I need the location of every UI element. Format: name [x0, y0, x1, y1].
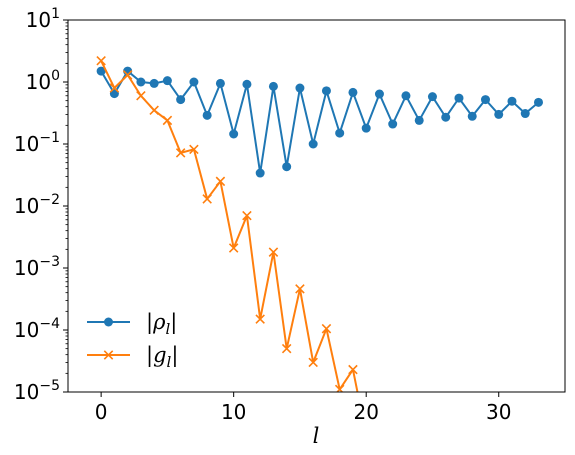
data-point [242, 210, 252, 221]
data-point [96, 66, 106, 76]
data-point [175, 148, 186, 158]
data-point [374, 89, 384, 99]
data-point [362, 431, 370, 439]
data-point [162, 76, 172, 86]
y-tick-label: 10−4 [14, 316, 60, 342]
data-point [308, 357, 318, 368]
data-point [215, 78, 225, 88]
legend: |ρl| |gl| [87, 310, 178, 371]
data-point [361, 123, 371, 133]
data-point [268, 247, 279, 257]
y-tick-label: 10−1 [14, 130, 60, 156]
x-tick-label: 0 [95, 400, 108, 424]
data-point [202, 110, 212, 120]
data-point [282, 162, 292, 172]
data-point [401, 91, 411, 101]
x-axis-label: l [313, 424, 320, 448]
data-point [255, 314, 265, 324]
data-point [467, 111, 477, 121]
y-tick-label: 101 [26, 6, 60, 32]
data-point [335, 128, 345, 138]
plot-frame [67, 19, 566, 393]
legend-marker [103, 350, 114, 360]
data-point [189, 144, 199, 155]
data-point [229, 129, 239, 139]
data-point [295, 284, 305, 294]
data-point [162, 115, 173, 126]
series-0 [96, 66, 543, 178]
data-point [348, 364, 358, 375]
data-point [149, 78, 159, 88]
series-1 [96, 56, 370, 439]
data-point [149, 105, 159, 116]
y-tick-label: 10−5 [14, 378, 60, 404]
data-point [507, 96, 517, 106]
y-tick-label: 10−3 [14, 254, 60, 280]
data-point [494, 109, 504, 119]
data-point [109, 83, 120, 93]
data-point [454, 93, 464, 103]
x-tick-label: 20 [353, 400, 378, 424]
data-point [334, 384, 345, 392]
legend-item-0: |ρl| [87, 310, 177, 338]
data-point [202, 194, 212, 204]
y-tick-label: 100 [26, 68, 60, 94]
data-point [176, 95, 186, 105]
data-point [268, 81, 278, 91]
legend-item-1: |gl| [87, 343, 178, 371]
series-line-0 [100, 70, 540, 175]
legend-label: |gl| [146, 343, 178, 371]
data-point [348, 87, 358, 97]
data-point [388, 119, 398, 129]
data-point [441, 112, 451, 122]
data-point [136, 77, 146, 87]
series-layer [96, 56, 543, 439]
x-axis: 0 10 20 30 [95, 392, 511, 424]
data-point [189, 77, 199, 87]
data-point [414, 115, 424, 125]
data-point [96, 56, 106, 66]
legend-label: |ρl| [146, 310, 177, 338]
data-point [308, 139, 318, 149]
y-tick-label: 10−2 [14, 192, 60, 218]
data-point [480, 95, 490, 105]
data-point [242, 79, 252, 89]
data-point [136, 90, 146, 101]
y-axis: 10−5 10−4 10−3 10−2 10−1 100 101 [14, 6, 68, 404]
data-point [228, 243, 239, 253]
x-tick-label: 30 [486, 400, 511, 424]
data-point [255, 168, 265, 178]
data-point [321, 323, 332, 334]
data-point [295, 83, 305, 93]
data-point [533, 97, 543, 107]
data-point [215, 176, 226, 187]
legend-marker [104, 317, 113, 327]
data-point [281, 343, 292, 354]
data-point [520, 109, 530, 119]
data-point [122, 70, 133, 80]
data-point [427, 92, 437, 102]
x-tick-label: 10 [221, 400, 246, 424]
data-point [321, 86, 331, 96]
